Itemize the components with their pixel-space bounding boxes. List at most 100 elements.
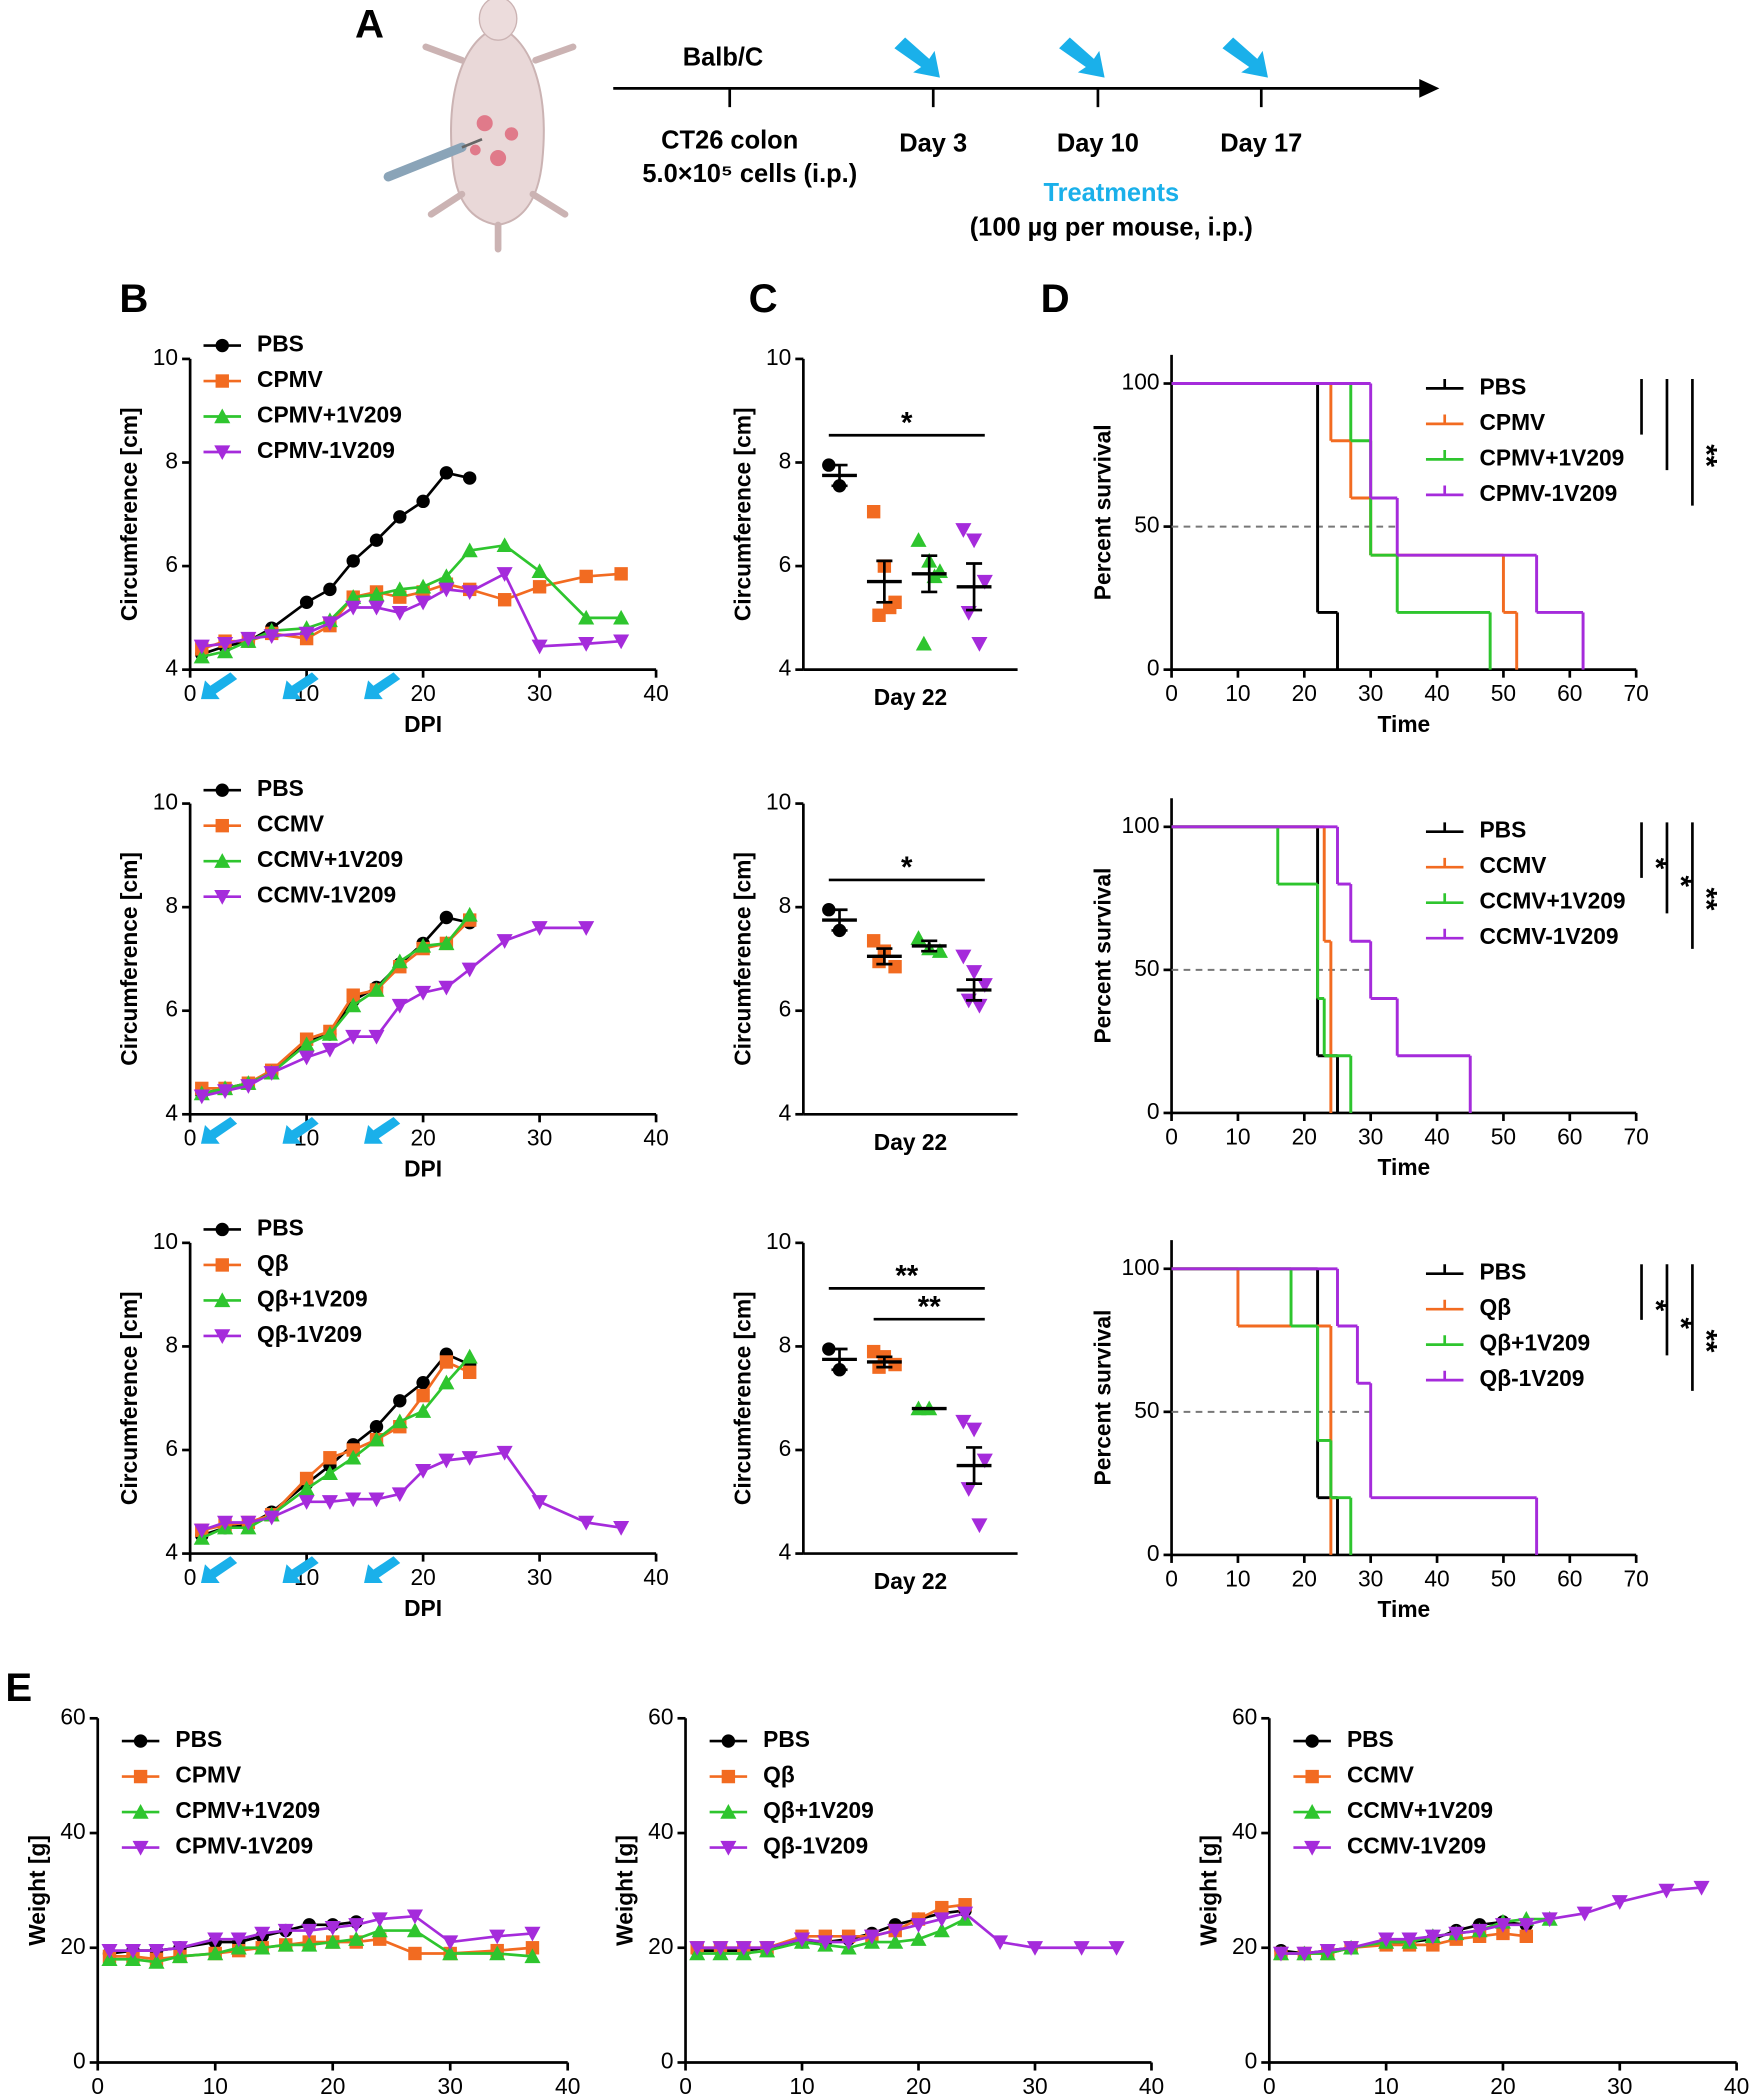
marker	[442, 1935, 459, 1951]
marker	[525, 1941, 540, 1955]
marker	[935, 1900, 949, 1915]
y-tick-label: 6	[779, 996, 792, 1022]
legend-label: PBS	[763, 1726, 810, 1752]
legend-label: CCMV-1V209	[1347, 1833, 1486, 1859]
marker	[391, 953, 408, 969]
marker	[910, 532, 927, 547]
y-tick-label: 4	[779, 1099, 792, 1125]
day-label: Day 3	[899, 129, 967, 157]
marker	[408, 1946, 422, 1961]
marker	[1658, 1883, 1675, 1899]
x-tick-label: 20	[1292, 1565, 1317, 1591]
marker	[298, 1050, 315, 1066]
x-axis-label: DPI	[404, 1156, 442, 1182]
legend-line	[1425, 414, 1464, 426]
y-axis-label: Percent survival	[1090, 424, 1116, 600]
y-axis-label: Circumference [cm]	[116, 407, 142, 621]
marker	[613, 1520, 630, 1536]
marker	[579, 569, 593, 584]
marker	[323, 582, 337, 597]
legend-label: CPMV-1V209	[1480, 480, 1618, 506]
y-tick-label: 4	[779, 1539, 792, 1565]
error-bar	[966, 978, 983, 1002]
x-tick-label: 10	[1373, 2073, 1398, 2099]
legend-label: CCMV	[1480, 852, 1548, 878]
marker	[324, 1920, 341, 1936]
legend-label: Qβ	[1480, 1294, 1512, 1320]
x-tick-label: 20	[410, 680, 435, 706]
marker	[822, 458, 836, 472]
y-axis-label: Circumference [cm]	[729, 1291, 755, 1505]
y-tick-label: 60	[648, 1703, 673, 1729]
x-tick-label: 20	[1490, 2073, 1515, 2099]
marker	[133, 1769, 148, 1784]
y-tick-label: 6	[165, 551, 178, 577]
marker	[415, 595, 432, 611]
y-tick-label: 8	[779, 448, 792, 474]
panel-label: B	[119, 276, 148, 321]
y-tick-label: 0	[1245, 2048, 1258, 2074]
treatments-label: Treatments	[1043, 179, 1179, 207]
significance-label: *	[1639, 858, 1672, 870]
marker	[1611, 1895, 1628, 1910]
marker	[263, 1510, 280, 1526]
marker	[721, 1769, 736, 1784]
marker	[371, 1922, 388, 1938]
y-tick-label: 100	[1122, 812, 1160, 838]
marker	[124, 1943, 142, 1959]
y-tick-label: 50	[1134, 955, 1159, 981]
marker	[461, 585, 478, 600]
marker	[438, 935, 455, 951]
legend-label: Qβ+1V209	[257, 1285, 368, 1311]
y-tick-label: 0	[1147, 1098, 1160, 1124]
legend-label: CPMV	[175, 1762, 242, 1788]
marker	[214, 1292, 231, 1308]
legend-line	[1425, 822, 1464, 834]
y-axis-label: Weight [g]	[1195, 1835, 1221, 1946]
marker	[301, 1936, 318, 1952]
x-tick-label: Day 22	[874, 684, 947, 710]
x-tick-label: 30	[438, 2073, 463, 2099]
marker	[148, 1943, 165, 1959]
y-tick-label: 10	[766, 789, 791, 815]
marker	[368, 586, 385, 602]
marker	[391, 1413, 408, 1429]
day-label: Day 10	[1057, 129, 1139, 157]
x-axis-label: Time	[1378, 1154, 1431, 1180]
marker	[822, 1342, 836, 1356]
marker	[439, 910, 454, 925]
y-tick-label: 60	[60, 1703, 85, 1729]
marker	[887, 1933, 904, 1949]
marker	[613, 634, 630, 650]
marker	[371, 1912, 388, 1928]
timeline	[613, 37, 1440, 108]
legend-label: PBS	[257, 1214, 304, 1240]
y-tick-label: 60	[1232, 1703, 1257, 1729]
cells-label: CT26 colon	[661, 127, 798, 155]
x-axis-label: Time	[1378, 711, 1431, 737]
marker	[1296, 1946, 1313, 1962]
marker	[416, 494, 430, 509]
legend-label: CCMV+1V209	[257, 846, 403, 872]
x-tick-label: 10	[1225, 1123, 1250, 1149]
error-bar	[876, 559, 893, 604]
marker	[393, 1394, 407, 1408]
treatment-arrow	[364, 1556, 401, 1584]
marker	[840, 1935, 857, 1951]
marker	[1073, 1941, 1090, 1956]
y-tick-label: 10	[153, 789, 178, 815]
y-tick-label: 4	[165, 1099, 178, 1125]
legend-label: CCMV+1V209	[1347, 1797, 1493, 1823]
treatment-arrow	[282, 1556, 319, 1584]
y-tick-label: 50	[1134, 1397, 1159, 1423]
marker	[215, 1258, 229, 1272]
marker	[1519, 1929, 1534, 1943]
marker	[866, 1344, 881, 1359]
marker	[489, 1945, 506, 1961]
marker	[148, 1954, 165, 1969]
marker	[254, 1939, 271, 1955]
y-tick-label: 8	[779, 892, 792, 918]
marker	[321, 1495, 338, 1510]
marker	[720, 1840, 737, 1856]
series-line	[201, 572, 622, 648]
